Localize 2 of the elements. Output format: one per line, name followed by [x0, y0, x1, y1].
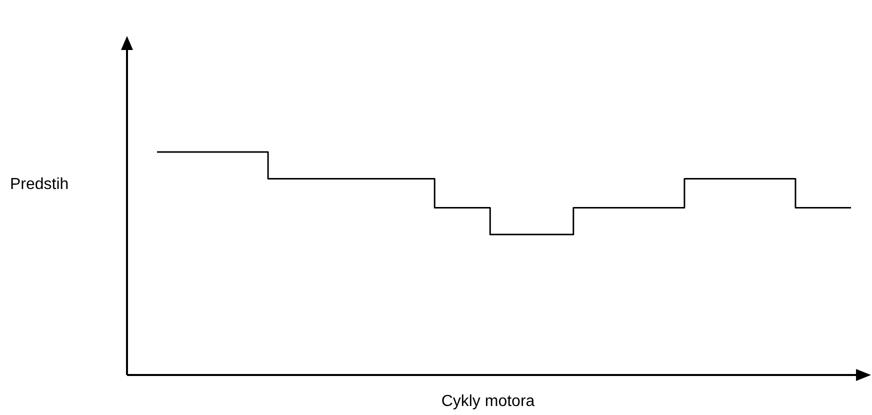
y-axis-title: Predstih	[10, 176, 69, 193]
x-axis-title: Cykly motora	[441, 393, 535, 410]
